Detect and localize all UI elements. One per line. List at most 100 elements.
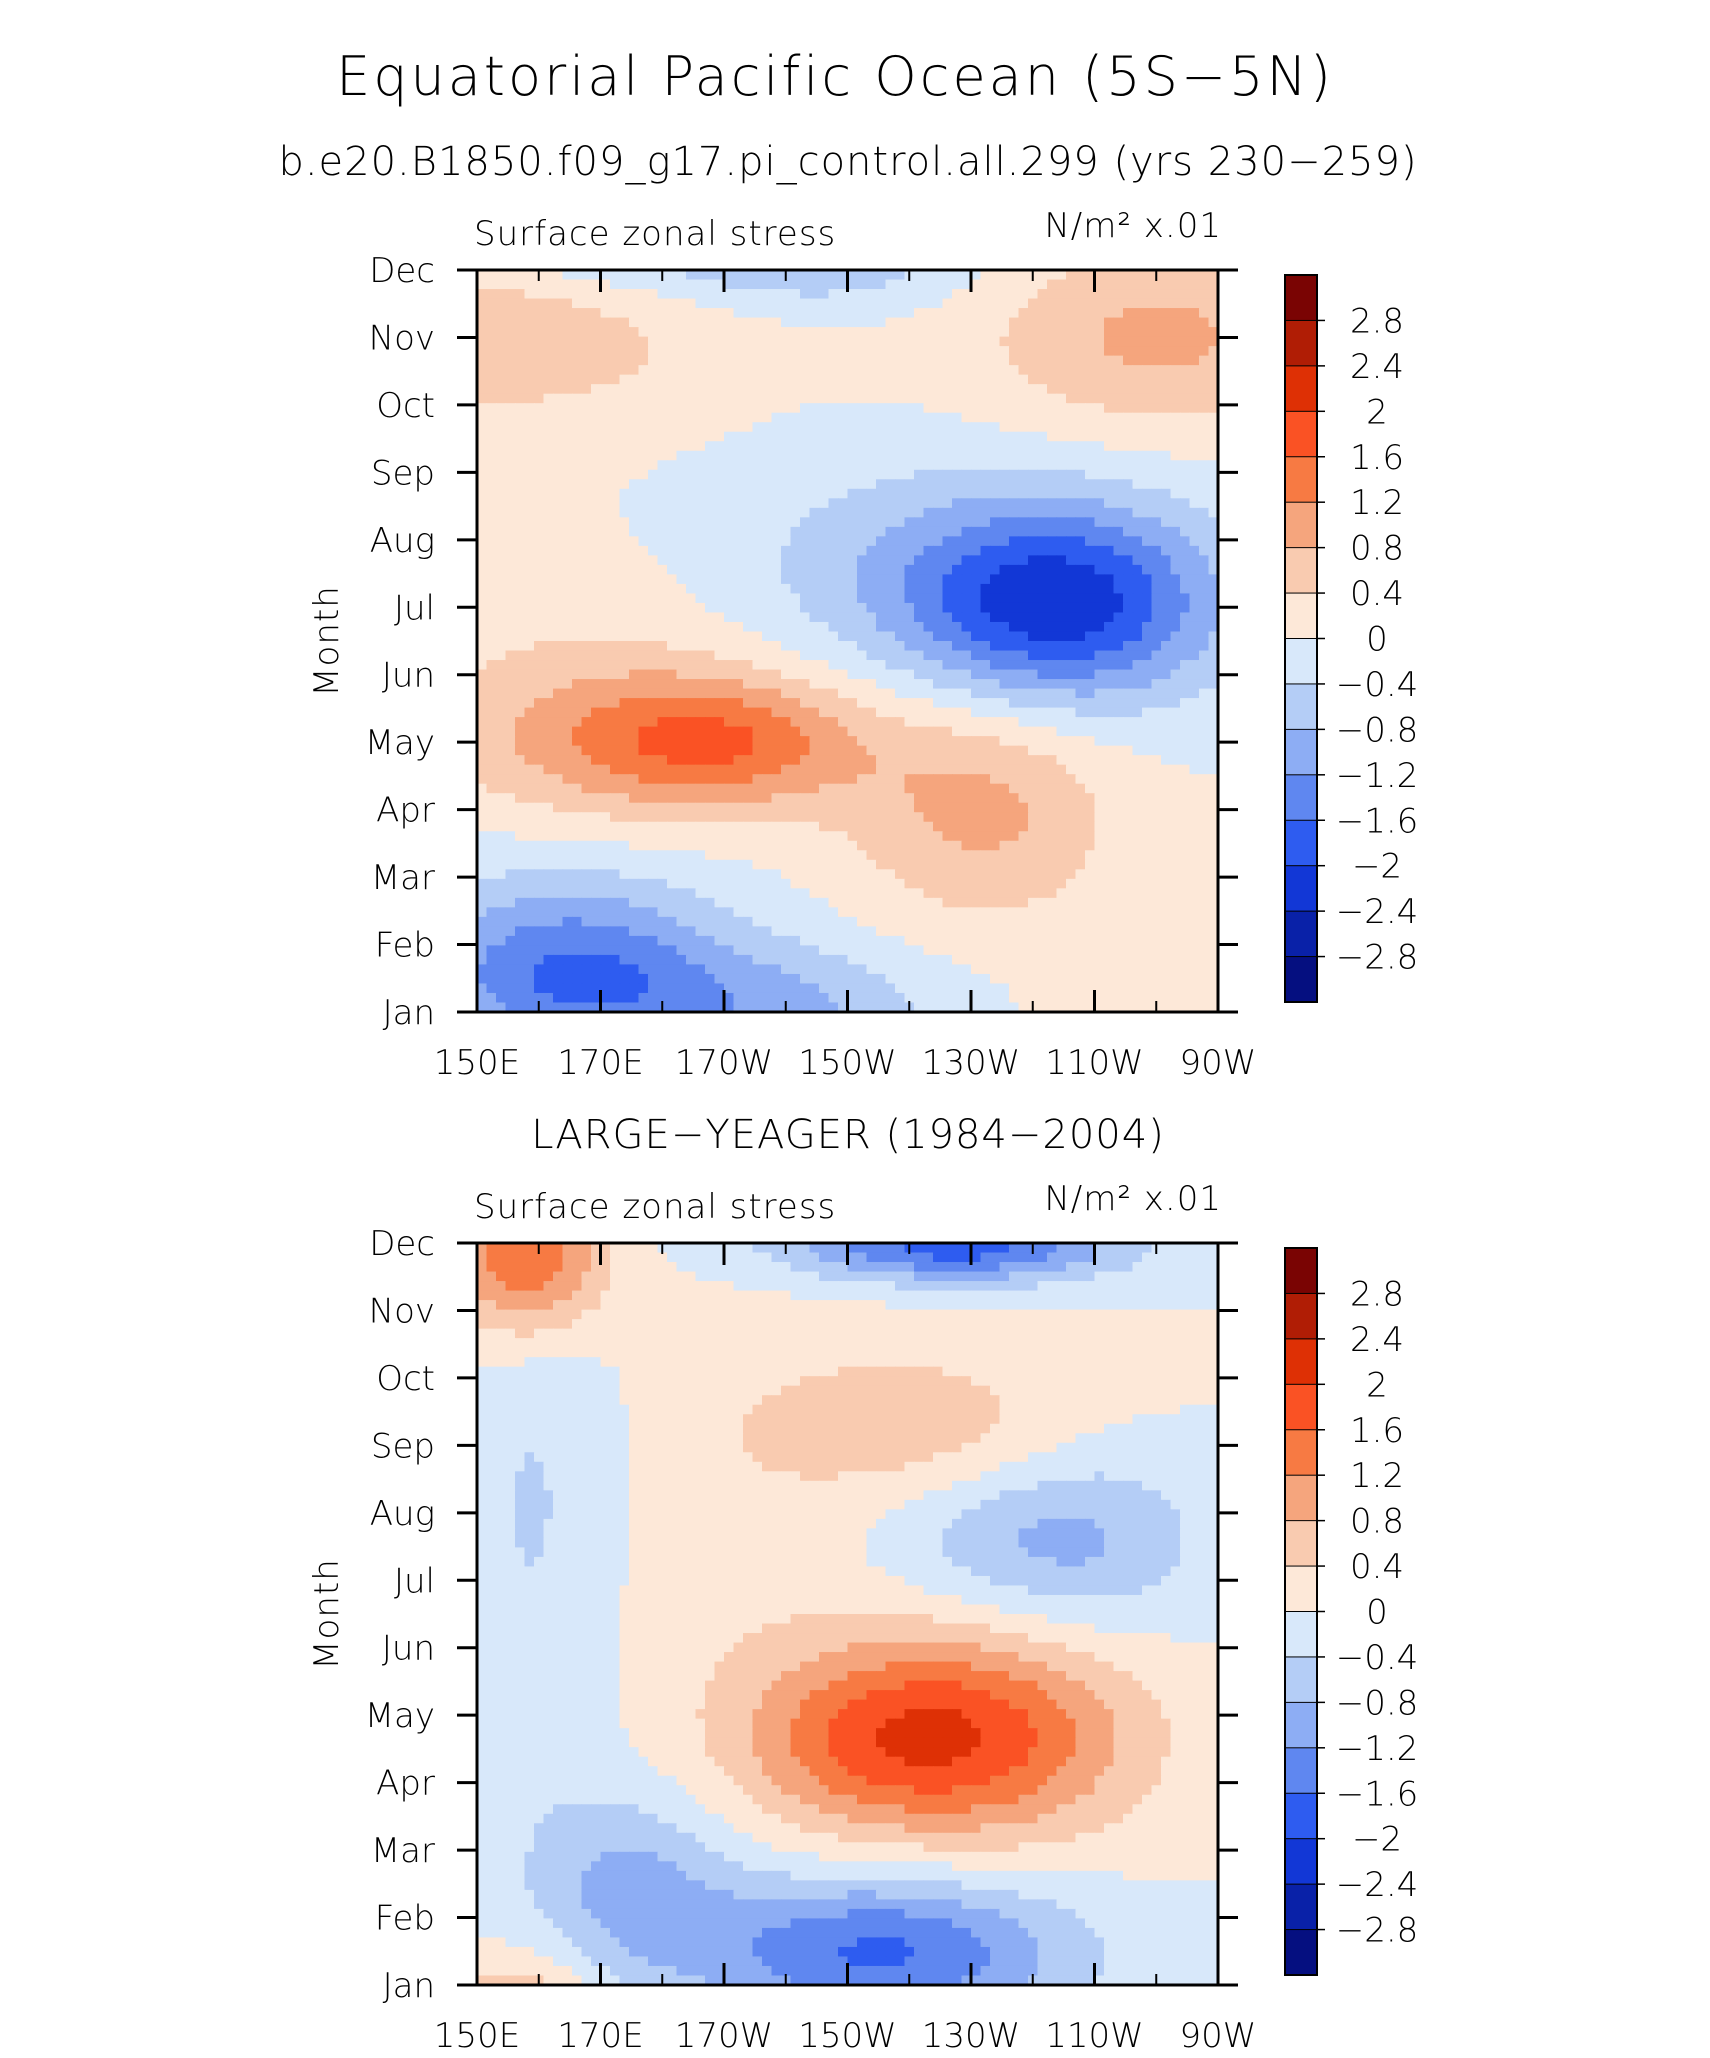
field-cell bbox=[667, 422, 678, 433]
field-cell bbox=[505, 545, 516, 556]
field-cell bbox=[971, 393, 982, 404]
field-cell bbox=[619, 460, 630, 471]
field-cell bbox=[1009, 631, 1020, 642]
field-cell bbox=[961, 850, 972, 861]
field-cell bbox=[534, 308, 545, 319]
field-cell bbox=[581, 631, 592, 642]
field-cell bbox=[771, 564, 782, 576]
field-cell bbox=[1009, 602, 1020, 614]
field-cell bbox=[1170, 479, 1181, 490]
field-cell bbox=[581, 650, 592, 661]
field-cell bbox=[752, 365, 763, 376]
field-cell bbox=[572, 346, 583, 357]
field-cell bbox=[562, 545, 573, 556]
field-cell bbox=[1085, 441, 1096, 452]
field-cell bbox=[496, 346, 507, 357]
field-cell bbox=[980, 365, 991, 376]
field-cell bbox=[686, 612, 697, 623]
field-cell bbox=[1132, 327, 1143, 338]
field-cell bbox=[591, 564, 602, 576]
field-cell bbox=[667, 831, 678, 842]
field-cell bbox=[743, 422, 754, 433]
field-cell bbox=[553, 650, 564, 661]
field-cell bbox=[857, 393, 868, 404]
field-cell bbox=[914, 802, 925, 813]
field-cell bbox=[619, 850, 630, 861]
field-cell bbox=[828, 774, 839, 785]
field-cell bbox=[752, 669, 763, 680]
field-cell bbox=[676, 641, 687, 652]
field-cell bbox=[743, 564, 754, 576]
field-cell bbox=[819, 498, 830, 509]
field-cell bbox=[724, 393, 735, 404]
field-cell bbox=[914, 488, 925, 499]
field-cell bbox=[781, 641, 792, 652]
field-cell bbox=[1170, 660, 1181, 671]
field-cell bbox=[1113, 812, 1124, 823]
field-cell bbox=[600, 555, 611, 566]
field-cell bbox=[724, 621, 735, 633]
field-cell bbox=[923, 374, 934, 385]
field-cell bbox=[1047, 564, 1058, 576]
field-cell bbox=[648, 831, 659, 842]
field-cell bbox=[942, 431, 953, 442]
field-cell bbox=[1142, 650, 1153, 661]
field-cell bbox=[809, 431, 820, 442]
field-cell bbox=[895, 469, 906, 480]
field-cell bbox=[572, 840, 583, 851]
field-cell bbox=[1066, 821, 1077, 832]
field-cell bbox=[638, 688, 649, 699]
field-cell bbox=[904, 289, 915, 300]
field-cell bbox=[752, 660, 763, 671]
field-cell bbox=[496, 270, 507, 281]
field-cell bbox=[695, 641, 706, 652]
field-cell bbox=[714, 488, 725, 499]
field-cell bbox=[1180, 726, 1191, 737]
field-cell bbox=[999, 374, 1010, 385]
field-cell bbox=[961, 583, 972, 595]
field-cell bbox=[695, 469, 706, 480]
field-cell bbox=[1066, 745, 1077, 756]
field-cell bbox=[600, 641, 611, 652]
field-cell bbox=[1018, 412, 1029, 423]
field-cell bbox=[1142, 469, 1153, 480]
field-cell bbox=[743, 755, 754, 766]
field-cell bbox=[828, 298, 839, 309]
field-cell bbox=[638, 621, 649, 633]
field-cell bbox=[971, 679, 982, 690]
field-cell bbox=[942, 793, 953, 804]
field-cell bbox=[866, 536, 877, 547]
field-cell bbox=[600, 403, 611, 414]
field-cell bbox=[999, 840, 1010, 851]
field-cell bbox=[1085, 545, 1096, 556]
field-cell bbox=[971, 374, 982, 385]
field-cell bbox=[733, 374, 744, 385]
field-cell bbox=[524, 707, 535, 718]
field-cell bbox=[591, 289, 602, 300]
field-cell bbox=[1028, 679, 1039, 690]
field-cell bbox=[1189, 859, 1200, 870]
field-cell bbox=[1170, 650, 1181, 661]
field-cell bbox=[1123, 431, 1134, 442]
field-cell bbox=[1208, 365, 1219, 376]
field-cell bbox=[885, 450, 896, 461]
field-cell bbox=[1142, 327, 1153, 338]
field-cell bbox=[534, 365, 545, 376]
field-cell bbox=[1009, 669, 1020, 680]
field-cell bbox=[714, 602, 725, 614]
field-cell bbox=[591, 593, 602, 604]
field-cell bbox=[657, 574, 668, 585]
field-cell bbox=[866, 308, 877, 319]
field-cell bbox=[1161, 355, 1172, 366]
field-cell bbox=[676, 450, 687, 461]
field-cell bbox=[809, 602, 820, 614]
field-cell bbox=[1075, 774, 1086, 785]
field-cell bbox=[1075, 507, 1086, 518]
field-cell bbox=[486, 583, 497, 595]
field-cell bbox=[1094, 859, 1105, 870]
field-cell bbox=[1056, 365, 1067, 376]
field-cell bbox=[971, 859, 982, 870]
field-cell bbox=[581, 498, 592, 509]
field-cell bbox=[1028, 812, 1039, 823]
field-cell bbox=[752, 498, 763, 509]
